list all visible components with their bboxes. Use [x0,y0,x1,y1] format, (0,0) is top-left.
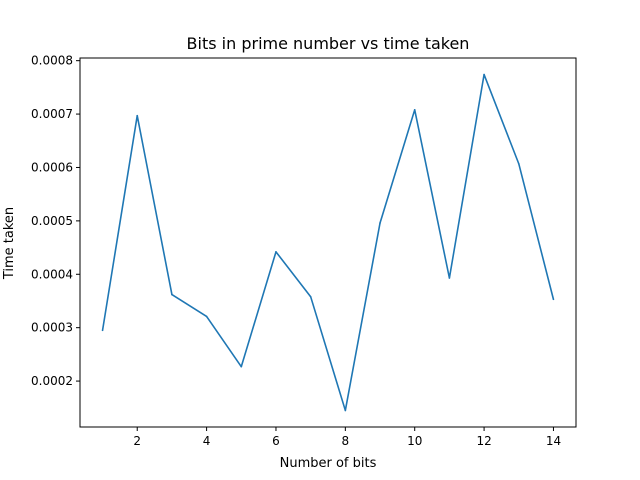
x-axis-label: Number of bits [280,456,377,471]
y-tick-label: 0.0006 [31,160,73,174]
x-tick-label: 8 [342,434,350,448]
y-axis-label: Time taken [2,207,17,280]
y-tick-label: 0.0003 [31,321,73,335]
x-tick-label: 4 [203,434,211,448]
series-layer [101,73,555,412]
y-tick-label: 0.0008 [31,54,73,68]
x-tick-label: 6 [272,434,280,448]
y-axis-ticks: 0.0002 0.0003 0.0004 0.0005 0.0006 0.0007 0.00… [31,54,80,388]
data-point [275,251,277,253]
data-point [344,409,347,412]
plot-frame [79,57,577,428]
x-tick-label: 2 [133,434,141,448]
data-point [136,114,139,117]
data-point [448,277,451,279]
x-tick-label: 10 [407,434,422,448]
y-tick-label: 0.0007 [31,107,73,121]
x-axis-ticks: 2 4 6 8 10 12 14 [133,427,561,448]
data-point [552,298,555,301]
data-point [101,329,104,332]
data-point [483,73,485,76]
data-point [240,365,243,368]
data-point [379,222,381,224]
data-point [309,295,312,298]
series-line [101,73,555,412]
data-point [205,315,208,318]
data-point [171,293,173,296]
y-tick-label: 0.0002 [31,374,73,388]
chart-title: Bits in prime number vs time taken [187,34,470,53]
y-tick-label: 0.0005 [31,214,73,228]
data-point [413,108,416,111]
x-tick-label: 12 [476,434,491,448]
x-tick-label: 14 [546,434,561,448]
y-tick-label: 0.0004 [31,267,73,281]
data-point [517,162,520,165]
